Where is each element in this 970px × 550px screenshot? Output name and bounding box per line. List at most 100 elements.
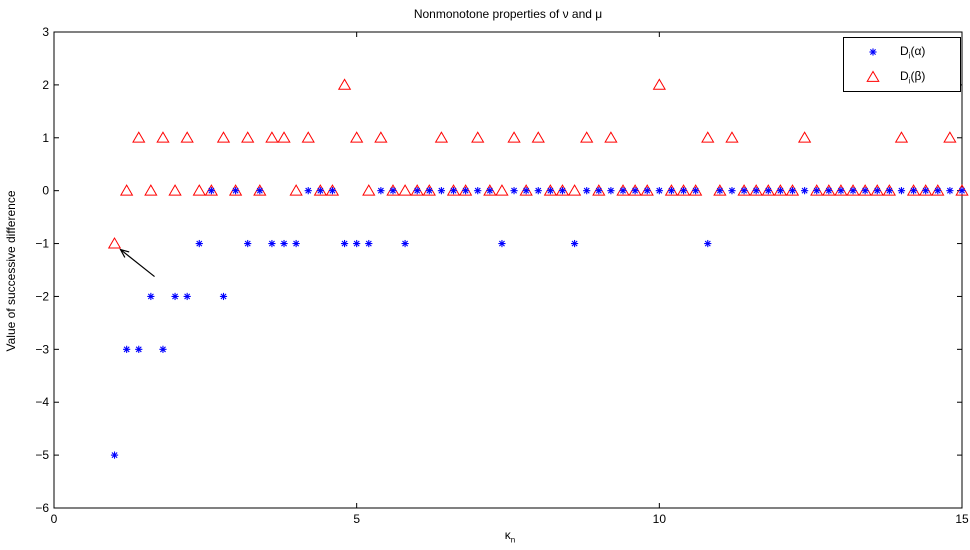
y-tick-label: −6 xyxy=(35,501,49,515)
data-point-alpha xyxy=(619,187,627,195)
data-point-alpha xyxy=(909,187,918,195)
data-point-alpha xyxy=(365,239,373,248)
data-point-beta xyxy=(943,131,957,143)
data-point-beta xyxy=(362,184,376,196)
data-point-alpha xyxy=(437,187,446,195)
plot-area xyxy=(53,31,963,509)
legend-triangle xyxy=(866,70,880,82)
data-point-beta xyxy=(119,184,134,196)
legend-label-beta-arg: (β) xyxy=(910,69,926,83)
x-axis-label-sub: n xyxy=(510,535,516,545)
data-point-alpha xyxy=(740,187,748,195)
data-point-alpha xyxy=(813,187,821,195)
data-point-alpha xyxy=(607,187,615,195)
y-axis-label: Value of successive difference xyxy=(4,190,18,352)
data-point-alpha xyxy=(716,187,724,195)
data-point-alpha xyxy=(353,239,361,248)
x-tick-label: 15 xyxy=(955,512,969,526)
data-point-alpha xyxy=(268,239,276,248)
data-point-alpha xyxy=(377,187,385,195)
data-point-alpha xyxy=(825,187,833,195)
data-point-alpha xyxy=(776,187,784,195)
triangle-marker-icon xyxy=(866,70,880,82)
data-point-alpha xyxy=(837,187,845,195)
data-point-alpha xyxy=(413,187,421,195)
data-point-alpha xyxy=(425,187,433,195)
data-point-alpha xyxy=(861,187,869,195)
data-point-alpha xyxy=(788,187,797,195)
data-point-alpha xyxy=(897,187,906,195)
data-point-alpha xyxy=(558,187,567,195)
data-point-alpha xyxy=(655,187,663,195)
data-point-alpha xyxy=(183,292,191,301)
x-axis-label: κn xyxy=(505,528,515,544)
y-tick-label: 3 xyxy=(42,25,49,39)
data-point-beta xyxy=(265,131,279,143)
data-point-alpha xyxy=(595,187,603,195)
data-point-alpha xyxy=(207,187,215,195)
data-point-beta xyxy=(277,131,291,143)
data-point-alpha xyxy=(546,187,554,195)
data-point-alpha xyxy=(522,187,530,195)
data-point-alpha xyxy=(340,239,349,248)
chart-title: Nonmonotone properties of ν and μ xyxy=(413,7,603,21)
data-point-alpha xyxy=(256,187,264,195)
data-point-alpha xyxy=(159,345,167,353)
data-point-alpha xyxy=(692,187,700,195)
y-tick-label: −2 xyxy=(35,289,49,303)
legend: Di(α) Di(β) xyxy=(843,37,961,92)
data-point-alpha xyxy=(704,239,712,248)
data-point-alpha xyxy=(462,187,470,195)
y-tick-label: −3 xyxy=(35,342,49,356)
data-point-beta xyxy=(168,184,182,196)
y-tick-label: −4 xyxy=(35,395,49,409)
legend-item-alpha: Di(α) xyxy=(844,39,960,65)
data-point-alpha xyxy=(958,187,966,195)
data-point-alpha xyxy=(631,187,639,195)
legend-item-beta: Di(β) xyxy=(844,64,960,90)
data-point-alpha xyxy=(667,187,676,195)
data-point-beta xyxy=(107,237,122,249)
data-point-beta xyxy=(289,184,303,196)
data-point-beta xyxy=(580,131,594,143)
data-point-beta xyxy=(337,78,352,90)
data-point-beta xyxy=(350,131,364,143)
data-points xyxy=(107,78,969,459)
legend-label-beta-base: D xyxy=(900,69,909,83)
data-point-alpha xyxy=(801,187,809,195)
star-marker-icon xyxy=(869,48,877,56)
data-point-beta xyxy=(567,184,582,196)
y-tick-label: 2 xyxy=(42,78,49,92)
data-point-alpha xyxy=(244,239,252,248)
data-point-beta xyxy=(604,131,618,143)
data-point-alpha xyxy=(764,187,772,195)
y-tick-label: −1 xyxy=(35,237,49,251)
data-point-beta xyxy=(241,131,255,143)
data-point-beta xyxy=(725,131,739,143)
data-point-beta xyxy=(797,131,812,143)
y-tick-label: 0 xyxy=(42,184,49,198)
x-axis: 0 5 10 15 xyxy=(51,32,969,526)
legend-label-alpha-base: D xyxy=(900,44,909,58)
data-point-alpha xyxy=(946,187,954,195)
data-point-alpha xyxy=(679,187,688,195)
data-point-alpha xyxy=(873,187,881,195)
data-point-alpha xyxy=(885,187,893,195)
data-point-beta xyxy=(180,131,194,143)
legend-label-beta: Di(β) xyxy=(900,69,925,85)
data-point-alpha xyxy=(135,345,143,353)
legend-label-alpha-arg: (α) xyxy=(910,44,926,58)
data-point-beta xyxy=(471,131,485,143)
data-point-alpha xyxy=(474,187,482,195)
data-point-beta xyxy=(701,131,715,143)
data-point-alpha xyxy=(171,292,179,301)
data-point-beta xyxy=(894,131,909,143)
data-point-alpha xyxy=(486,187,494,195)
data-point-alpha xyxy=(280,239,288,248)
legend-marker-alpha xyxy=(869,48,877,56)
data-point-alpha xyxy=(123,345,131,353)
data-point-beta xyxy=(531,131,545,143)
legend-label-alpha-sub: i xyxy=(908,51,911,61)
data-point-beta xyxy=(495,184,509,196)
data-point-beta xyxy=(192,184,206,196)
